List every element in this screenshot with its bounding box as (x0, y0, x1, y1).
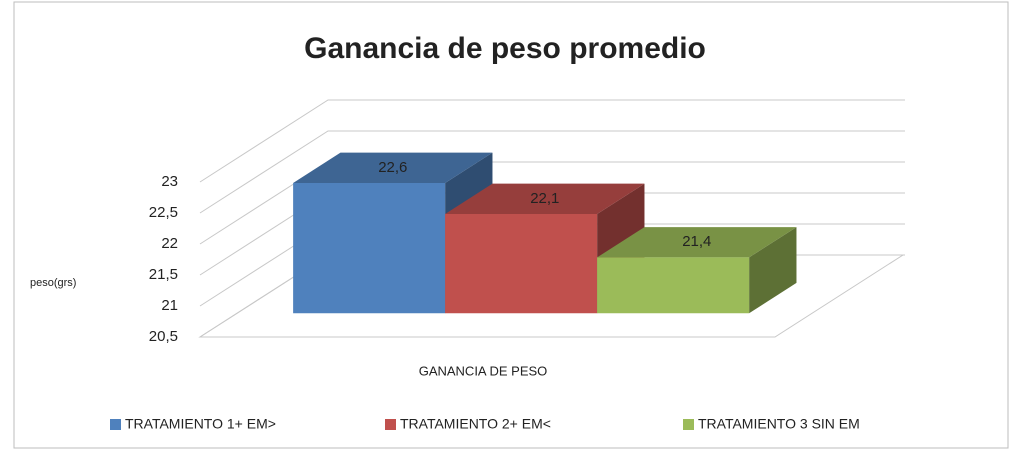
chart-title: Ganancia de peso promedio (304, 32, 706, 65)
legend-swatch (683, 419, 694, 430)
bar-side (749, 227, 797, 314)
y-tick-label: 20,5 (149, 328, 178, 345)
y-axis-label: peso(grs) (30, 277, 76, 289)
legend-label: TRATAMIENTO 2+ EM< (400, 416, 551, 432)
legend-swatch (385, 419, 396, 430)
bar-top (445, 183, 645, 215)
y-tick-label: 21,5 (149, 266, 178, 283)
legend-label: TRATAMIENTO 3 SIN EM (698, 416, 860, 432)
legend-swatch (110, 419, 121, 430)
grid-line (199, 130, 905, 214)
y-tick-label: 21 (161, 297, 178, 314)
value-label: 21,4 (682, 233, 711, 250)
bar-top (597, 227, 797, 258)
value-label: 22,1 (530, 190, 559, 207)
value-label: 22,6 (378, 159, 407, 176)
bar-top (293, 152, 493, 184)
grid-line (199, 99, 905, 183)
chart-frame (13, 1, 1009, 449)
bar (597, 257, 750, 314)
x-tick-label: GANANCIA DE PESO (419, 363, 548, 378)
y-tick-label: 22,5 (149, 204, 178, 221)
legend-label: TRATAMIENTO 1+ EM> (125, 416, 276, 432)
bar (445, 214, 598, 314)
y-tick-label: 23 (161, 173, 178, 190)
bar (293, 183, 446, 314)
y-tick-label: 22 (161, 235, 178, 252)
